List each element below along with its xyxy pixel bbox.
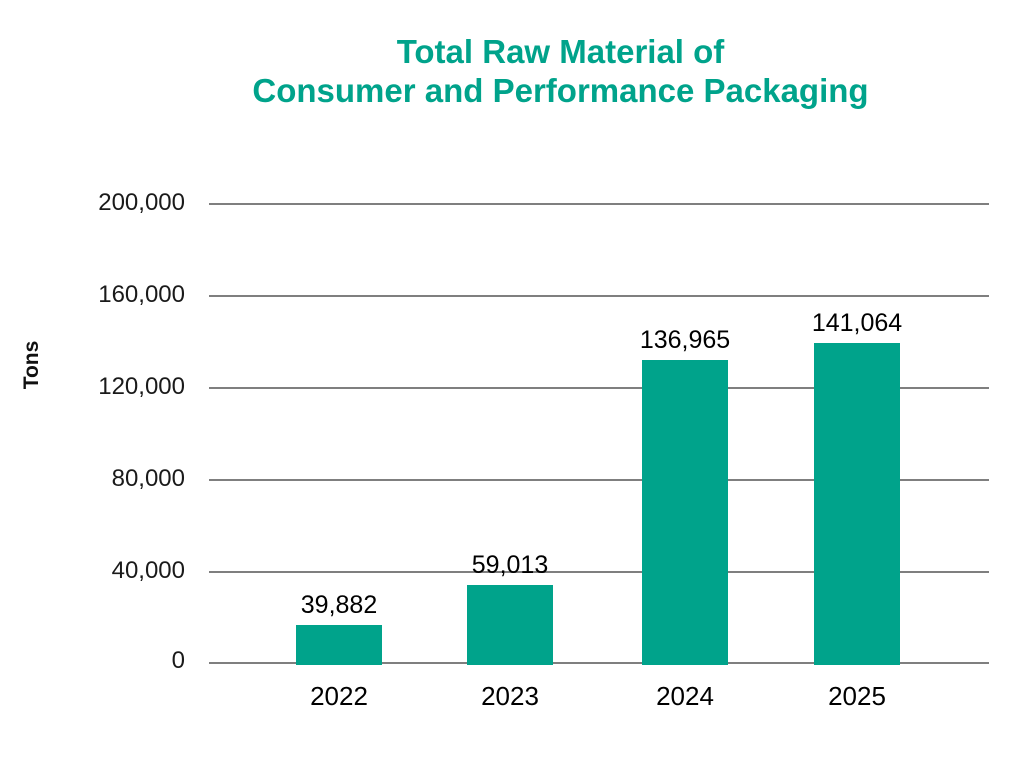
bar-value-label-2022: 39,882 — [300, 591, 378, 619]
x-tick-label-2022: 2022 — [310, 681, 368, 711]
gridline-200000 — [209, 203, 989, 205]
bar-value-label-2025: 141,064 — [811, 309, 903, 337]
y-tick-label-80000: 80,000 — [111, 464, 185, 492]
chart-title: Total Raw Material of Consumer and Perfo… — [0, 32, 1032, 110]
gridline-120000 — [209, 387, 989, 389]
y-tick-label-0: 0 — [171, 646, 185, 674]
x-tick-label-2025: 2025 — [828, 681, 886, 711]
gridline-80000 — [209, 479, 989, 481]
bar-value-label-2023: 59,013 — [471, 551, 549, 579]
gridline-40000 — [209, 571, 989, 573]
plot-area: 39,882 59,013 136,965 141,064 — [209, 203, 989, 665]
chart-title-line1: Total Raw Material of — [396, 32, 725, 70]
x-tick-label-2024: 2024 — [656, 681, 714, 711]
y-tick-label-200000: 200,000 — [98, 188, 185, 216]
chart-title-line2: Consumer and Performance Packaging — [252, 71, 869, 109]
x-tick-label-2023: 2023 — [481, 681, 539, 711]
gridline-0 — [209, 662, 989, 664]
y-tick-label-120000: 120,000 — [98, 372, 185, 400]
bar-2025 — [814, 343, 900, 665]
y-tick-label-40000: 40,000 — [111, 556, 185, 584]
bar-2022 — [296, 625, 382, 665]
bar-2023 — [467, 585, 553, 665]
bar-2024 — [642, 360, 728, 665]
bar-value-label-2024: 136,965 — [639, 326, 731, 354]
gridline-160000 — [209, 295, 989, 297]
y-axis-title: Tons — [20, 340, 43, 390]
y-tick-label-160000: 160,000 — [98, 280, 185, 308]
